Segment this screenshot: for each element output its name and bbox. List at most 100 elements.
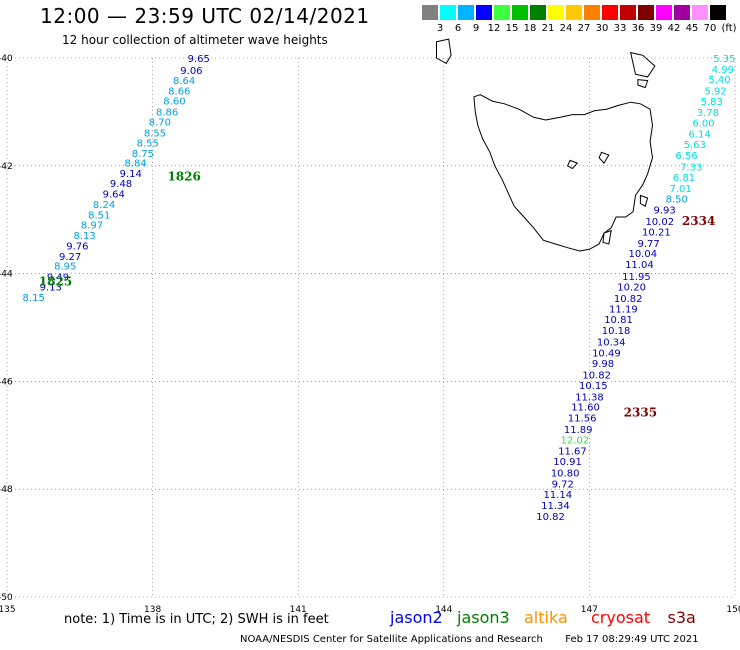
wave-height-value: 8.75 xyxy=(132,149,154,160)
footer-center: NOAA/NESDIS Center for Satellite Applica… xyxy=(240,634,543,645)
footer: NOAA/NESDIS Center for Satellite Applica… xyxy=(240,634,699,645)
legend-label: 70 xyxy=(703,23,717,34)
lat-tick-label: -40 xyxy=(0,54,13,64)
island-outline xyxy=(639,194,649,207)
wave-height-value: 10.82 xyxy=(582,370,611,381)
wave-height-value: 8.24 xyxy=(93,200,115,211)
wave-height-value: 5.40 xyxy=(708,75,730,86)
wave-height-value: 8.55 xyxy=(144,128,166,139)
pass-time-label: 2334 xyxy=(682,214,715,228)
wave-height-value: 8.50 xyxy=(666,195,688,206)
wave-height-value: 11.14 xyxy=(544,490,573,501)
wave-height-value: 3.78 xyxy=(697,108,719,119)
wave-height-value: 11.19 xyxy=(609,305,638,316)
wave-height-value: 9.64 xyxy=(103,189,125,200)
wave-height-value: 10.34 xyxy=(597,338,626,349)
wave-height-value: 8.15 xyxy=(23,293,45,304)
wave-height-value: 11.89 xyxy=(564,425,593,436)
wave-height-value: 11.95 xyxy=(622,272,651,283)
legend-swatch xyxy=(584,5,600,20)
pass-time-label: 2335 xyxy=(624,406,657,420)
legend-label: 9 xyxy=(472,23,480,34)
wave-height-value: 9.06 xyxy=(180,66,202,77)
wave-height-value: 10.02 xyxy=(645,217,674,228)
wave-height-value: 8.70 xyxy=(149,118,171,129)
wave-height-value: 10.82 xyxy=(536,512,565,523)
legend-label: 6 xyxy=(454,23,462,34)
track-west: 9.659.068.648.668.608.868.708.558.558.75… xyxy=(23,54,210,304)
altimeter-tracks: 9.659.068.648.668.608.868.708.558.558.75… xyxy=(23,54,736,523)
wave-height-value: 10.18 xyxy=(602,326,631,337)
legend-unit: (ft) xyxy=(721,23,737,34)
wave-height-value: 10.91 xyxy=(553,457,582,468)
wave-height-value: 11.60 xyxy=(571,403,600,414)
lat-tick-label: -42 xyxy=(0,162,13,172)
wave-height-value: 5.92 xyxy=(704,86,726,97)
wave-height-value: 6.81 xyxy=(673,173,695,184)
satellite-cryosat: cryosat xyxy=(591,608,651,627)
legend-swatch xyxy=(674,5,690,20)
wave-height-value: 7.33 xyxy=(680,162,702,173)
satellite-s3a: s3a xyxy=(667,608,696,627)
legend-label: 21 xyxy=(541,23,555,34)
legend-swatch xyxy=(548,5,564,20)
legend-label: 39 xyxy=(649,23,663,34)
wave-height-value: 11.67 xyxy=(558,446,587,457)
wave-height-value: 9.13 xyxy=(40,283,62,294)
legend-label: 24 xyxy=(559,23,573,34)
wave-height-value: 8.51 xyxy=(88,210,110,221)
legend-label: 42 xyxy=(667,23,681,34)
legend-label: 45 xyxy=(685,23,699,34)
wave-height-value: 10.21 xyxy=(642,228,671,239)
legend-swatch xyxy=(422,5,438,20)
legend-label: 3 xyxy=(436,23,444,34)
legend-label: 30 xyxy=(595,23,609,34)
legend-swatch xyxy=(710,5,726,20)
lon-tick-label: 141 xyxy=(290,605,307,615)
wave-height-value: 8.64 xyxy=(173,76,195,87)
wave-height-value: 6.56 xyxy=(675,151,697,162)
wave-height-value: 8.86 xyxy=(156,107,178,118)
wave-height-value: 5.35 xyxy=(713,54,735,65)
lat-tick-label: -50 xyxy=(0,593,13,603)
wave-height-value: 11.34 xyxy=(541,501,570,512)
wave-height-value: 8.55 xyxy=(137,139,159,150)
wave-height-value: 12.02 xyxy=(561,436,590,447)
legend-swatch xyxy=(620,5,636,20)
wave-height-value: 10.81 xyxy=(604,315,633,326)
tasmania-coastline xyxy=(473,94,654,252)
wave-height-value: 9.49 xyxy=(47,272,69,283)
legend-swatch xyxy=(440,5,456,20)
wave-height-value: 8.95 xyxy=(54,262,76,273)
wave-height-value: 8.66 xyxy=(168,86,190,97)
wave-height-value: 5.83 xyxy=(701,97,723,108)
satellite-jason3: jason3 xyxy=(457,608,510,627)
wave-height-value: 9.27 xyxy=(59,252,81,263)
satellite-jason2: jason2 xyxy=(390,608,443,627)
wave-height-value: 9.98 xyxy=(592,359,614,370)
lat-tick-label: -46 xyxy=(0,377,13,387)
wave-height-value: 9.76 xyxy=(66,242,88,253)
wave-height-value: 10.15 xyxy=(579,381,608,392)
legend-label: 36 xyxy=(631,23,645,34)
wave-height-value: 8.84 xyxy=(124,159,146,170)
wave-height-value: 9.93 xyxy=(653,205,675,216)
island-outline xyxy=(602,229,612,245)
wave-height-value: 9.14 xyxy=(120,169,142,180)
legend-swatch xyxy=(458,5,474,20)
wave-height-value: 7.01 xyxy=(670,184,692,195)
island-outline xyxy=(436,38,452,65)
wave-height-value: 10.20 xyxy=(617,283,646,294)
wave-height-value: 6.00 xyxy=(692,119,714,130)
wave-height-value: 11.04 xyxy=(625,260,654,271)
legend-label: 12 xyxy=(487,23,501,34)
legend-label: 33 xyxy=(613,23,627,34)
wave-height-value: 8.60 xyxy=(163,97,185,108)
wave-height-value: 5.63 xyxy=(684,140,706,151)
wave-height-value: 8.97 xyxy=(81,221,103,232)
island-outline xyxy=(566,159,579,170)
axis-tick-labels: 135 138 141 144 147 150 -40 -42 -44 -46 -48 -50 xyxy=(0,54,740,615)
wave-height-value: 10.04 xyxy=(628,249,657,260)
legend-swatch xyxy=(638,5,654,20)
lon-tick-label: 144 xyxy=(435,605,452,615)
